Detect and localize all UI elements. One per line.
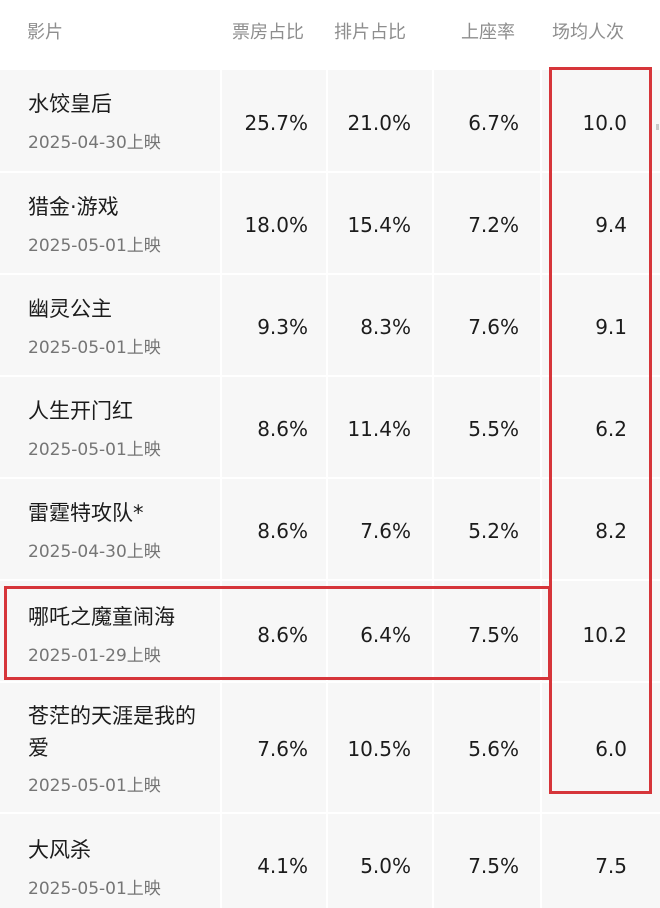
film-title: 苍茫的天涯是我的 [28,704,196,728]
screening-share-value: 21.0% [347,111,411,135]
table-row-highlighted[interactable]: 哪吒之魔童闹海 2025-01-29上映 8.6% 6.4% 7.5% 10.2 [0,581,660,681]
release-date: 2025-04-30上映 [28,542,161,562]
avg-per-screening-value: 10.2 [582,623,627,647]
row-divider [0,477,660,479]
table-row[interactable]: 水饺皇后 2025-04-30上映 25.7% 21.0% 6.7% 10.0 [0,72,660,171]
screening-share-value: 10.5% [347,737,411,761]
occupancy-rate-value: 6.7% [468,111,519,135]
release-date: 2025-01-29上映 [28,646,161,666]
screening-share-value: 8.3% [360,315,411,339]
avg-per-screening-value: 9.1 [595,315,627,339]
screening-share-value: 5.0% [360,854,411,878]
occupancy-rate-value: 7.6% [468,315,519,339]
box-office-share-value: 9.3% [257,315,308,339]
box-office-share-value: 7.6% [257,737,308,761]
header-occupancy-rate[interactable]: 上座率 [461,22,515,43]
release-date: 2025-05-01上映 [28,776,161,796]
highlight-box-row [4,586,551,680]
screening-share-value: 6.4% [360,623,411,647]
film-title: 雷霆特攻队* [28,501,144,525]
header-screening-share[interactable]: 排片占比 [334,22,406,43]
occupancy-rate-value: 5.6% [468,737,519,761]
table-row[interactable]: 雷霆特攻队* 2025-04-30上映 8.6% 7.6% 5.2% 8.2 [0,479,660,579]
row-divider [0,171,660,173]
row-divider [0,375,660,377]
avg-per-screening-column-bg [542,70,660,908]
avg-per-screening-value: 6.2 [595,417,627,441]
box-office-share-column-bg [222,70,326,908]
box-office-share-value: 25.7% [244,111,308,135]
screening-share-column-bg [328,70,432,908]
box-office-share-value: 4.1% [257,854,308,878]
header-film: 影片 [27,22,63,43]
table-row[interactable]: 猎金·游戏 2025-05-01上映 18.0% 15.4% 7.2% 9.4 [0,173,660,273]
film-title: 幽灵公主 [28,297,112,321]
occupancy-rate-value: 7.5% [468,623,519,647]
release-date: 2025-05-01上映 [28,879,161,899]
occupancy-rate-value: 7.2% [468,213,519,237]
release-date: 2025-05-01上映 [28,440,161,460]
release-date: 2025-05-01上映 [28,338,161,358]
avg-per-screening-value: 6.0 [595,737,627,761]
occupancy-rate-column-bg [434,70,540,908]
scroll-edge-mark [656,124,659,130]
occupancy-rate-value: 5.5% [468,417,519,441]
box-office-share-value: 18.0% [244,213,308,237]
table-header: 影片 票房占比 排片占比 上座率 场均人次 [0,0,660,62]
table-row[interactable]: 苍茫的天涯是我的 爱 2025-05-01上映 7.6% 10.5% 5.6% … [0,683,660,812]
screening-share-value: 11.4% [347,417,411,441]
table-row[interactable]: 幽灵公主 2025-05-01上映 9.3% 8.3% 7.6% 9.1 [0,275,660,375]
row-divider [0,812,660,814]
release-date: 2025-05-01上映 [28,236,161,256]
film-title: 猎金·游戏 [28,195,119,219]
table-row[interactable]: 人生开门红 2025-05-01上映 8.6% 11.4% 5.5% 6.2 [0,377,660,477]
box-office-share-value: 8.6% [257,519,308,543]
film-title: 人生开门红 [28,399,133,423]
occupancy-rate-value: 7.5% [468,854,519,878]
film-title: 哪吒之魔童闹海 [28,605,175,629]
avg-per-screening-value: 7.5 [595,854,627,878]
row-divider [0,579,660,581]
header-avg-per-screening[interactable]: 场均人次 [552,22,624,43]
occupancy-rate-value: 5.2% [468,519,519,543]
box-office-share-value: 8.6% [257,623,308,647]
screening-share-value: 7.6% [360,519,411,543]
release-date: 2025-04-30上映 [28,133,161,153]
row-divider [0,681,660,683]
header-box-office-share[interactable]: 票房占比 [232,22,304,43]
row-divider [0,273,660,275]
avg-per-screening-value: 10.0 [582,111,627,135]
table-row[interactable]: 大风杀 2025-05-01上映 4.1% 5.0% 7.5% 7.5 [0,814,660,908]
film-column-bg [0,70,220,908]
film-title-continued: 爱 [28,736,49,760]
film-title: 大风杀 [28,838,91,862]
film-title: 水饺皇后 [28,92,112,116]
box-office-share-value: 8.6% [257,417,308,441]
avg-per-screening-value: 8.2 [595,519,627,543]
highlight-box-avg-per-screening-column [549,67,652,794]
avg-per-screening-value: 9.4 [595,213,627,237]
screening-share-value: 15.4% [347,213,411,237]
